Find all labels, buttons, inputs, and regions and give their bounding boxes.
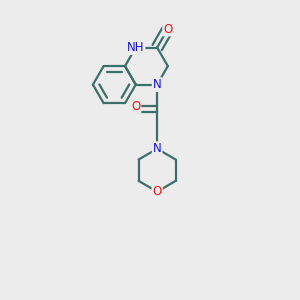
Text: NH: NH [127, 41, 145, 54]
Text: O: O [163, 22, 172, 35]
Text: O: O [152, 185, 162, 198]
Text: O: O [131, 100, 140, 112]
Text: N: N [153, 142, 161, 155]
Text: N: N [153, 78, 161, 91]
